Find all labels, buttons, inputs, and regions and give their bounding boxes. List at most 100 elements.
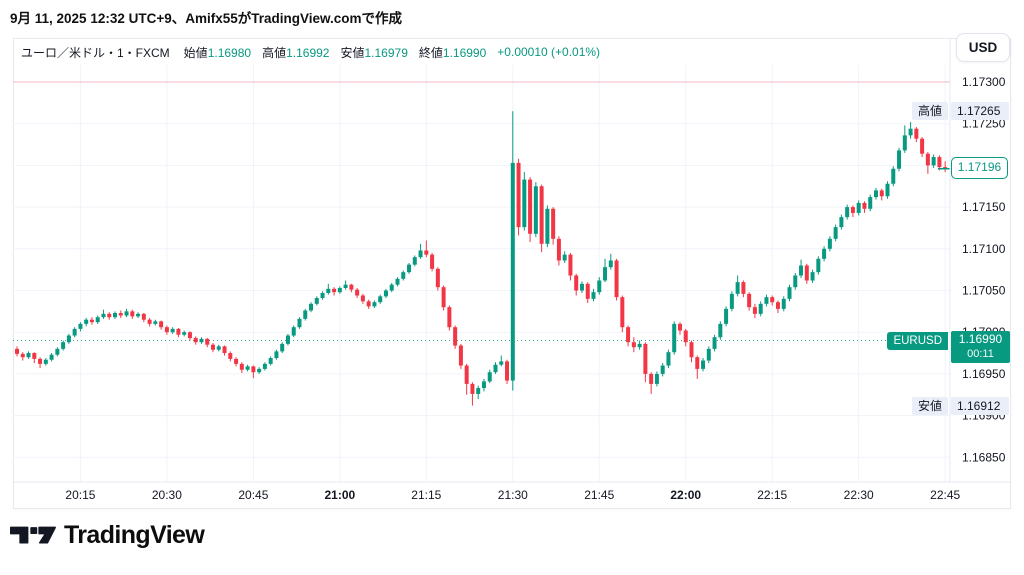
price-tick: 1.16850 [962, 450, 1006, 464]
candle [187, 332, 192, 339]
candle [372, 302, 377, 307]
candle [366, 301, 371, 307]
candle [775, 302, 780, 309]
candle [539, 186, 544, 244]
candle [262, 363, 267, 369]
grid-layer [13, 65, 950, 482]
candle [839, 217, 844, 228]
currency-button[interactable]: USD [956, 33, 1010, 62]
candle [389, 284, 394, 291]
candle [107, 313, 112, 318]
candle [781, 298, 786, 309]
time-tick: 22:15 [757, 488, 787, 502]
candle [620, 297, 625, 328]
time-tick: 20:45 [238, 488, 268, 502]
candle [608, 260, 613, 268]
candle [920, 138, 925, 154]
candle [89, 319, 94, 323]
time-axis[interactable]: 20:15 20:30 20:45 21:00 21:15 21:30 21:45 22:00… [13, 482, 1011, 509]
candle [695, 357, 700, 369]
candle [793, 275, 798, 288]
time-tick: 22:30 [844, 488, 874, 502]
candle [718, 323, 723, 338]
candle [170, 328, 175, 333]
legend-open: 始値1.16980 [183, 45, 252, 60]
candle [332, 288, 337, 293]
candle [136, 313, 141, 317]
session-high-value: 1.17265 [951, 102, 1009, 121]
candle [816, 258, 821, 273]
time-tick: 20:30 [152, 488, 182, 502]
tradingview-logo-text: TradingView [64, 521, 205, 549]
candle [891, 168, 896, 184]
candle [153, 321, 158, 324]
candle [95, 317, 100, 323]
candle [879, 190, 884, 197]
tradingview-logo[interactable]: TradingView [10, 521, 205, 550]
candle [32, 353, 37, 359]
legend-close: 終値1.16990 [418, 45, 487, 60]
candle [418, 250, 423, 258]
candle [931, 157, 936, 166]
candle [799, 265, 804, 276]
candle [222, 346, 227, 354]
candle [562, 254, 567, 261]
candle [49, 354, 54, 360]
currency-button-label: USD [968, 40, 998, 55]
candle [20, 353, 25, 358]
candle [447, 307, 452, 328]
candle [591, 292, 596, 299]
candle [868, 197, 873, 209]
candle [193, 338, 198, 343]
candle [862, 202, 867, 209]
candle [499, 361, 504, 365]
pane-borders [13, 39, 1011, 483]
price-tick: 1.17300 [962, 75, 1006, 89]
candle [141, 313, 146, 320]
candle [55, 348, 60, 355]
candle [378, 296, 383, 303]
candle [435, 268, 440, 288]
candle [15, 348, 19, 354]
candle [257, 368, 262, 373]
candle [637, 343, 642, 348]
candle [516, 162, 521, 228]
candle [234, 358, 239, 364]
candle [683, 330, 688, 343]
candle [787, 287, 792, 299]
candle [199, 338, 204, 343]
candle [643, 343, 648, 374]
candle [355, 289, 360, 296]
candle [297, 318, 302, 328]
candle [274, 351, 279, 359]
candle [43, 359, 48, 364]
candle [510, 162, 515, 381]
candle [205, 338, 210, 345]
legend-symbol: ユーロ／米ドル・1・FXCM [21, 45, 170, 60]
tradingview-logo-icon [10, 526, 56, 544]
candle [159, 321, 164, 328]
candle [147, 319, 152, 324]
candle [925, 153, 930, 166]
candle [424, 250, 429, 255]
legend-high: 高値1.16992 [262, 45, 330, 60]
candle [239, 363, 244, 370]
candle [735, 282, 740, 294]
chart-legend[interactable]: ユーロ／米ドル・1・FXCM 始値1.16980 高値1.16992 安値1.1… [21, 41, 600, 63]
candle [164, 327, 169, 333]
attribution-header: 9月 11, 2025 12:32 UTC+9、Amifx55がTradingV… [10, 7, 402, 27]
time-tick: 22:45 [930, 488, 960, 502]
candle [84, 319, 89, 324]
candle [914, 128, 919, 139]
candle [937, 157, 942, 168]
legend-low: 安値1.16979 [340, 45, 408, 60]
candle [522, 179, 527, 228]
candle [614, 260, 619, 298]
candle [804, 265, 809, 281]
candle [395, 278, 400, 285]
candle [412, 257, 417, 265]
candle [764, 297, 769, 304]
candle [453, 327, 458, 346]
candle [666, 352, 671, 366]
